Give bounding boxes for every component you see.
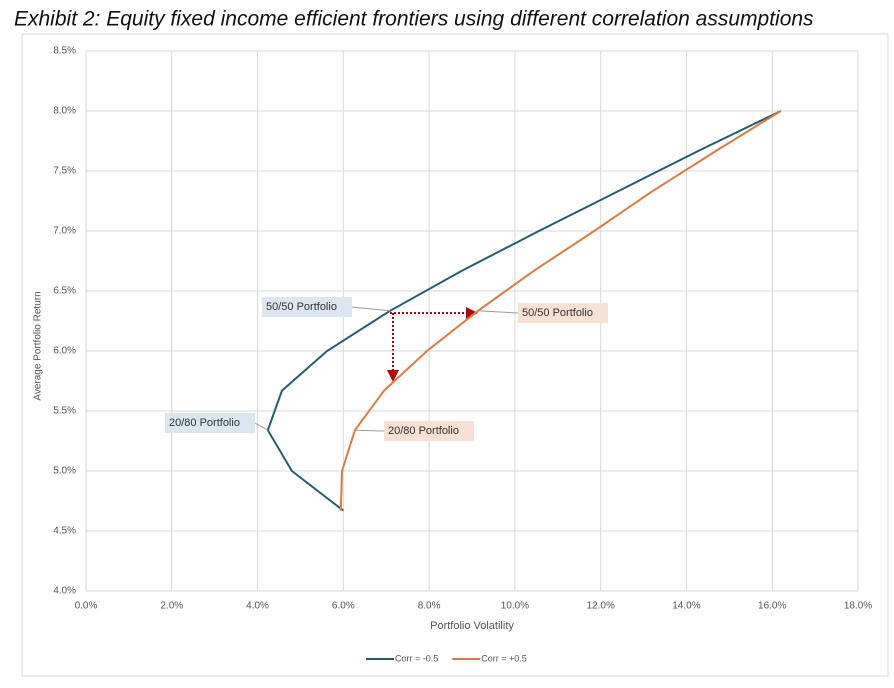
annotation: 20/80 Portfolio — [169, 417, 240, 429]
y-tick-label: 7.5% — [53, 166, 76, 177]
series-line — [339, 110, 782, 511]
annotation: 20/80 Portfolio — [388, 425, 459, 437]
chart-frame — [21, 33, 889, 677]
annotation-leader — [351, 306, 391, 312]
legend-label: Corr = +0.5 — [481, 653, 527, 663]
chart-title: Exhibit 2: Equity fixed income efficient… — [14, 8, 814, 31]
y-tick-label: 5.0% — [53, 466, 76, 477]
annotation-box — [165, 413, 255, 433]
annotation: 50/50 Portfolio — [266, 301, 337, 313]
y-axis-label: Average Portfolio Return — [33, 291, 44, 400]
y-tick-label: 6.0% — [53, 346, 76, 357]
y-tick-label: 8.0% — [53, 106, 76, 117]
x-tick-label: 16.0% — [758, 601, 786, 612]
y-tick-label: 7.0% — [53, 226, 76, 237]
x-axis-label: Portfolio Volatility — [430, 620, 514, 632]
annotation-leader — [477, 310, 519, 314]
annotation-box — [384, 421, 474, 441]
annotation-box — [518, 303, 608, 323]
x-tick-label: 14.0% — [672, 601, 700, 612]
y-tick-label: 4.5% — [53, 526, 76, 537]
x-tick-label: 10.0% — [501, 601, 529, 612]
x-tick-label: 18.0% — [844, 601, 872, 612]
annotation-box — [262, 297, 352, 317]
y-tick-label: 4.0% — [53, 586, 76, 597]
legend-label: Corr = -0.5 — [395, 653, 438, 663]
y-tick-label: 8.5% — [53, 46, 76, 57]
annotation-leader — [354, 429, 385, 432]
x-tick-label: 4.0% — [246, 601, 269, 612]
annotation-leader — [254, 422, 269, 431]
x-tick-label: 2.0% — [160, 601, 183, 612]
y-tick-label: 5.5% — [53, 406, 76, 417]
annotation: 50/50 Portfolio — [522, 307, 593, 319]
x-tick-label: 6.0% — [332, 601, 355, 612]
x-tick-label: 0.0% — [75, 601, 98, 612]
x-tick-label: 8.0% — [418, 601, 441, 612]
y-tick-label: 6.5% — [53, 286, 76, 297]
x-tick-label: 12.0% — [586, 601, 614, 612]
